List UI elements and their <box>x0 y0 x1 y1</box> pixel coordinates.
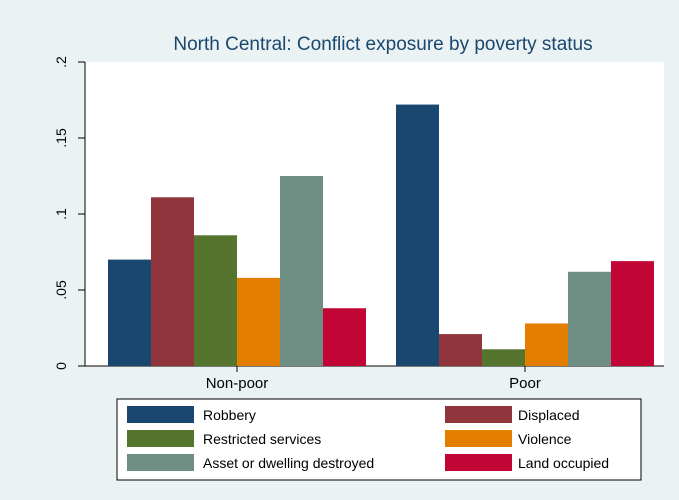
x-categories-group: Non-poor Poor <box>206 366 541 392</box>
x-category-label: Poor <box>509 375 541 392</box>
legend-swatch <box>445 454 512 471</box>
legend-label: Asset or dwelling destroyed <box>203 455 374 471</box>
bar-asset-or-dwelling-destroyed-poor <box>568 271 611 366</box>
legend-box <box>116 398 642 481</box>
legend-swatch <box>127 454 194 471</box>
y-tick-label: 0 <box>53 362 69 370</box>
legend: Robbery Displaced Restricted services Viole… <box>127 406 609 471</box>
x-category-label: Non-poor <box>206 375 269 392</box>
bar-restricted-services-poor <box>482 349 525 366</box>
legend-label: Displaced <box>518 407 579 423</box>
bar-land-occupied-non-poor <box>323 308 366 366</box>
legend-swatch <box>445 406 512 423</box>
legend-swatch <box>127 430 194 447</box>
chart-title: North Central: Conflict exposure by pove… <box>173 34 592 55</box>
bar-asset-or-dwelling-destroyed-non-poor <box>280 176 323 366</box>
bar-robbery-non-poor <box>108 259 151 366</box>
legend-label: Robbery <box>203 407 256 423</box>
y-tick-label: .1 <box>53 208 69 220</box>
y-tick-label: .15 <box>53 128 69 148</box>
legend-label: Restricted services <box>203 431 321 447</box>
bar-violence-poor <box>525 323 568 366</box>
legend-label: Land occupied <box>518 455 609 471</box>
legend-swatch <box>127 406 194 423</box>
bars-group <box>108 104 654 366</box>
legend-label: Violence <box>518 431 572 447</box>
bar-robbery-poor <box>396 104 439 366</box>
legend-swatch <box>445 430 512 447</box>
y-ticks-group: 0 .05 .1 .15 .2 <box>53 56 85 370</box>
bar-land-occupied-poor <box>611 261 654 366</box>
bar-displaced-poor <box>439 334 482 366</box>
bar-restricted-services-non-poor <box>194 235 237 366</box>
y-tick-label: .2 <box>53 56 69 68</box>
bar-violence-non-poor <box>237 277 280 366</box>
bar-displaced-non-poor <box>151 197 194 366</box>
y-tick-label: .05 <box>53 280 69 300</box>
